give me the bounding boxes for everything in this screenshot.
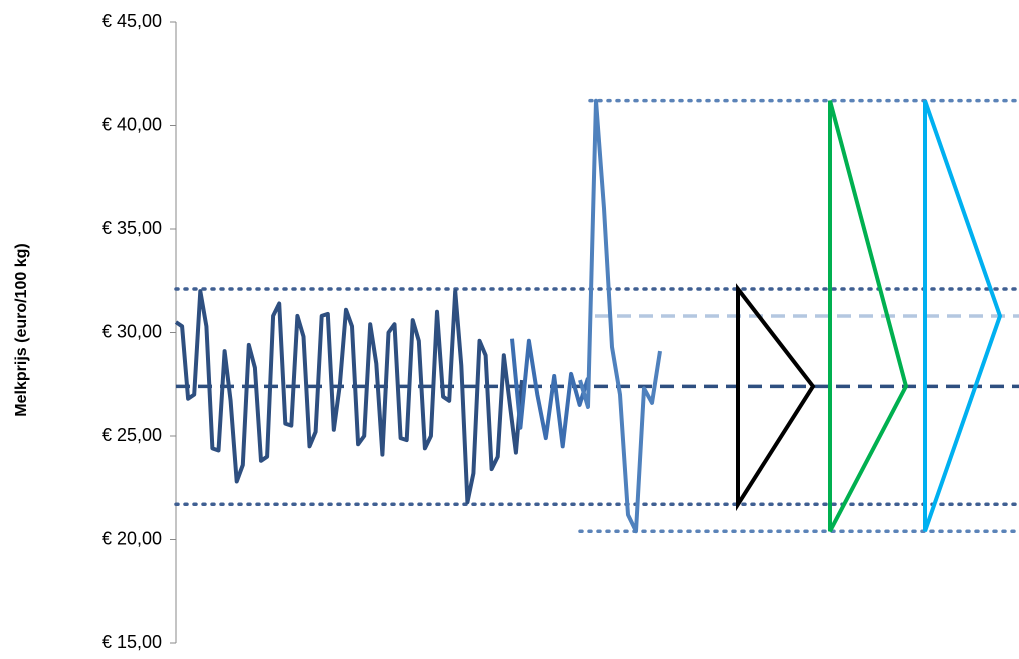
y-tick-label: € 35,00: [102, 218, 162, 238]
price-line: [510, 338, 590, 449]
y-tick-label: € 40,00: [102, 114, 162, 134]
y-tick-label: € 20,00: [102, 528, 162, 548]
y-tick-label: € 45,00: [102, 11, 162, 31]
price-line: [174, 289, 524, 505]
price-line: [578, 98, 662, 534]
range-triangle: [923, 100, 1003, 532]
y-axis-title: Melkprijs (euro/100 kg): [13, 243, 30, 416]
y-tick-label: € 25,00: [102, 425, 162, 445]
y-tick-label: € 30,00: [102, 321, 162, 341]
range-triangle: [828, 100, 909, 533]
range-triangle: [736, 283, 816, 512]
y-tick-label: € 15,00: [102, 632, 162, 652]
